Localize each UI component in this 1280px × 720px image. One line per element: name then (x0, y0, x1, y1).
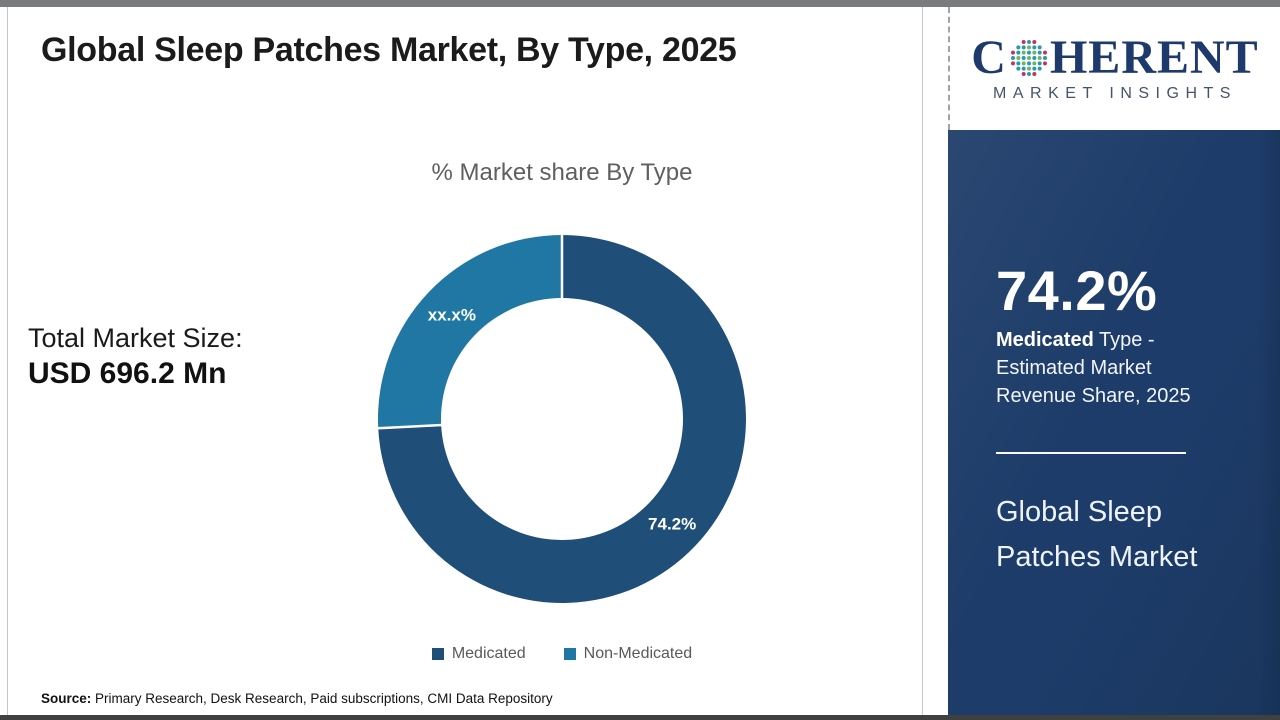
legend-swatch-non-medicated (563, 648, 576, 660)
globe-dot (1032, 56, 1037, 60)
globe-dot (1026, 50, 1031, 55)
total-market-size-value: USD 696.2 Mn (28, 357, 227, 390)
bottom-border-bar (0, 715, 1280, 720)
dotted-globe-icon (1010, 40, 1047, 76)
globe-dot (1026, 45, 1031, 50)
legend-label-medicated: Medicated (451, 645, 526, 662)
brand-letter-c: C (971, 31, 1007, 84)
globe-dot (1037, 61, 1042, 66)
sidebar-stat-segment: Medicated (996, 329, 1094, 351)
report-title: Global Sleep Patches Market (996, 496, 1198, 573)
globe-dot (1010, 50, 1015, 55)
globe-dot (1042, 61, 1047, 66)
donut-chart: 74.2% xx.x% (377, 234, 746, 603)
highlight-sidebar: 74.2% Medicated Type - Estimated Market … (948, 130, 1280, 716)
globe-dot (1016, 61, 1021, 66)
sidebar-divider (996, 452, 1186, 454)
chart-legend: Medicated Non-Medicated (312, 645, 812, 663)
globe-dot (1016, 45, 1021, 50)
brand-logo-block: C HERENT MARKET INSIGHTS (948, 7, 1280, 130)
globe-dot (1026, 56, 1031, 60)
globe-dot (1021, 40, 1026, 44)
source-label: Source: (41, 691, 92, 706)
globe-dot (1032, 45, 1037, 50)
chart-title: % Market share By Type (431, 159, 693, 186)
total-market-size-label: Total Market Size: (28, 323, 243, 353)
globe-dot (1021, 72, 1026, 76)
globe-dot (1021, 56, 1026, 60)
legend-swatch-medicated (431, 648, 444, 660)
globe-dot (1021, 50, 1026, 55)
globe-dot (1037, 66, 1042, 71)
globe-dot (1016, 66, 1021, 71)
globe-dot (1032, 40, 1037, 44)
globe-dot (1010, 61, 1015, 66)
source-note: Source: Primary Research, Desk Research,… (41, 691, 553, 706)
legend-label-non-medicated: Non-Medicated (583, 645, 693, 662)
brand-letters-rest: HERENT (1049, 31, 1259, 84)
globe-dot (1021, 61, 1026, 66)
source-text: Primary Research, Desk Research, Paid su… (91, 691, 553, 706)
donut-segment-label: 74.2% (648, 515, 696, 534)
globe-dot (1032, 50, 1037, 55)
globe-dot (1042, 50, 1047, 55)
legend-item-non-medicated: Non-Medicated (563, 645, 693, 663)
sidebar-stat-description: Medicated Type - Estimated Market Revenu… (996, 326, 1221, 410)
donut-segment-non-medicated (378, 235, 562, 429)
legend-item-medicated: Medicated (431, 645, 526, 663)
globe-dot (1021, 45, 1026, 50)
segment-divider (377, 423, 443, 430)
sidebar-stat-desc-rest: Type - Estimated Market Revenue Share, 2… (996, 329, 1191, 407)
globe-dot (1010, 56, 1015, 60)
globe-dot (1026, 61, 1031, 66)
sidebar-stat-value: 74.2% (996, 259, 1158, 322)
globe-dot (1021, 66, 1026, 71)
top-border-bar (0, 0, 1280, 7)
globe-dot (1037, 50, 1042, 55)
globe-dot (1032, 66, 1037, 71)
globe-dot (1016, 50, 1021, 55)
globe-dot (1032, 72, 1037, 76)
globe-dot (1042, 56, 1047, 60)
globe-dot (1037, 56, 1042, 60)
brand-subtitle: MARKET INSIGHTS (993, 85, 1237, 102)
donut-segment-label: xx.x% (428, 305, 476, 324)
donut-segment-medicated (378, 235, 746, 603)
chart-panel: Global Sleep Patches Market, By Type, 20… (7, 7, 923, 716)
page-title: Global Sleep Patches Market, By Type, 20… (41, 31, 737, 69)
globe-dot (1026, 72, 1031, 76)
globe-dot (1026, 40, 1031, 44)
brand-wordmark: C HERENT (971, 34, 1258, 82)
globe-dot (1026, 66, 1031, 71)
globe-dot (1016, 56, 1021, 60)
globe-dot (1032, 61, 1037, 66)
globe-dot (1037, 45, 1042, 50)
